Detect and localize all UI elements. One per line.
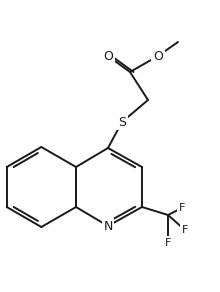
Text: O: O [153, 50, 163, 62]
Text: F: F [182, 225, 188, 235]
Text: O: O [103, 50, 113, 62]
Text: F: F [179, 203, 185, 213]
Text: N: N [103, 220, 113, 232]
Text: F: F [165, 238, 171, 248]
Text: S: S [118, 116, 126, 128]
